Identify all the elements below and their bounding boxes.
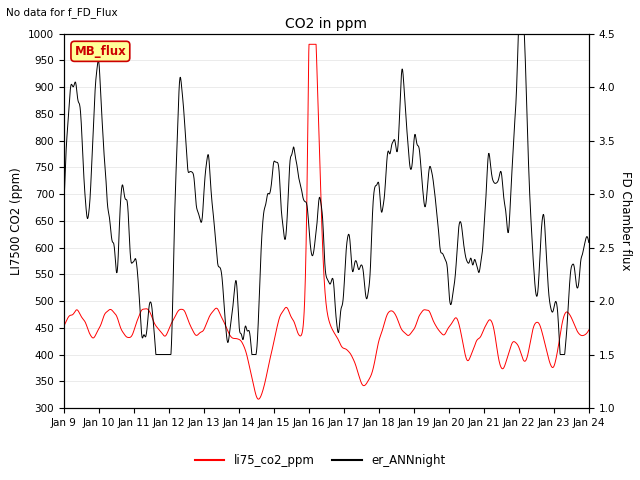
Title: CO2 in ppm: CO2 in ppm xyxy=(285,17,367,31)
Text: MB_flux: MB_flux xyxy=(74,45,126,58)
Y-axis label: FD Chamber flux: FD Chamber flux xyxy=(619,171,632,271)
Y-axis label: LI7500 CO2 (ppm): LI7500 CO2 (ppm) xyxy=(10,167,22,275)
Text: No data for f_FD_Flux: No data for f_FD_Flux xyxy=(6,7,118,18)
Legend: li75_co2_ppm, er_ANNnight: li75_co2_ppm, er_ANNnight xyxy=(190,449,450,472)
